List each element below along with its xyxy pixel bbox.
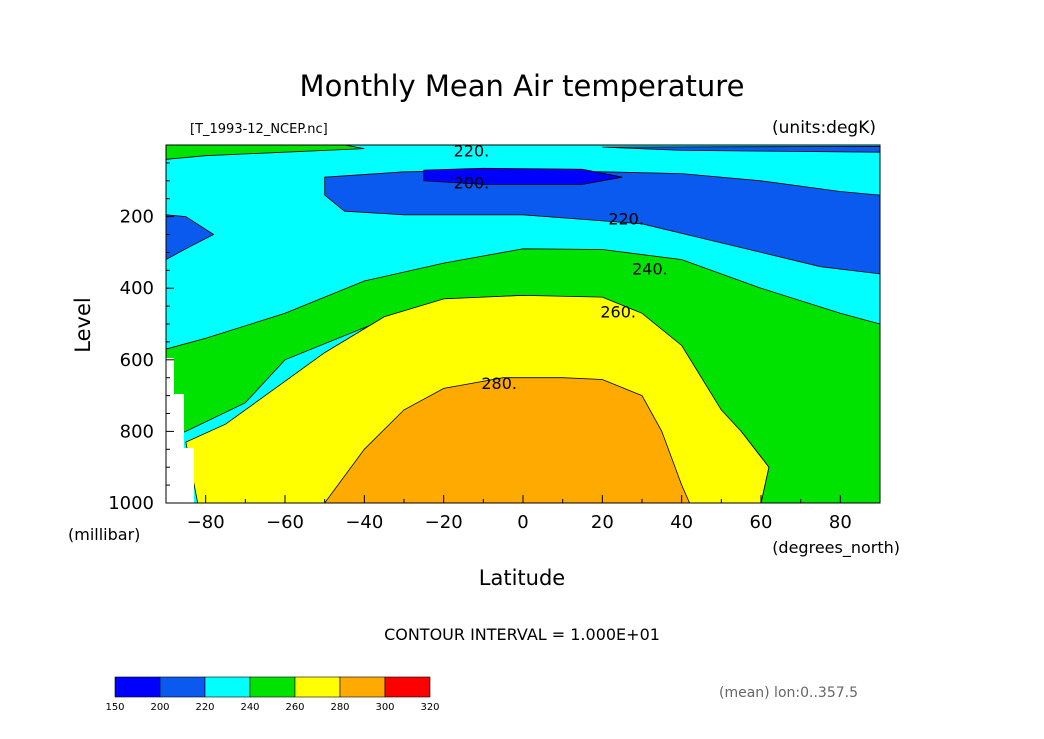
contour-label-3: 240. bbox=[632, 260, 668, 279]
colorbar-swatch bbox=[159, 676, 206, 698]
x-tick-label: 80 bbox=[829, 512, 852, 533]
y-tick-label: 200 bbox=[120, 207, 154, 228]
contour-region-240-260-5 bbox=[166, 145, 365, 160]
colorbar-swatch bbox=[294, 676, 341, 698]
x-tick-label: 20 bbox=[591, 512, 614, 533]
x-tick-label: −60 bbox=[266, 512, 304, 533]
x-tick-label: −40 bbox=[345, 512, 383, 533]
y-tick-label: 800 bbox=[120, 421, 154, 442]
y-tick-label: 1000 bbox=[108, 493, 154, 514]
contour-label-1: 200. bbox=[454, 174, 490, 193]
x-axis-units: (degrees_north) bbox=[772, 538, 900, 558]
colorbar-label: 300 bbox=[375, 702, 394, 713]
colorbar-swatch bbox=[339, 676, 386, 698]
y-tick-label: 600 bbox=[120, 350, 154, 371]
contour-interval-label: CONTOUR INTERVAL = 1.000E+01 bbox=[384, 625, 660, 644]
colorbar-label: 240 bbox=[240, 702, 259, 713]
colorbar-label: 220 bbox=[195, 702, 214, 713]
colorbar-label: 260 bbox=[285, 702, 304, 713]
x-tick-label: 40 bbox=[670, 512, 693, 533]
colorbar-swatch bbox=[114, 676, 161, 698]
x-tick-label: 0 bbox=[517, 512, 528, 533]
contour-region-240-260-4 bbox=[166, 248, 880, 503]
x-axis: −80 −60 −40 −20 0 20 40 60 80 bbox=[165, 495, 881, 533]
colorbar-label: 200 bbox=[150, 702, 169, 713]
y-axis-label: Level bbox=[71, 297, 95, 352]
contour-label-2: 220. bbox=[608, 209, 644, 228]
contour-region-200-220-2 bbox=[602, 145, 880, 153]
colorbar-swatch bbox=[384, 676, 431, 698]
contour-region-150-200-3 bbox=[423, 167, 623, 185]
colorbar-swatch bbox=[249, 676, 296, 698]
units-label: (units:degK) bbox=[772, 118, 876, 138]
y-axis-units: (millibar) bbox=[68, 525, 140, 544]
colorbar-label: 320 bbox=[420, 702, 439, 713]
colorbar-label: 280 bbox=[330, 702, 349, 713]
contour-label-4: 260. bbox=[600, 302, 636, 321]
contour-region-280-300-7 bbox=[324, 377, 691, 503]
contour-regions bbox=[166, 145, 880, 503]
colorbar-swatch bbox=[204, 676, 251, 698]
colorbar: 150 200 220 240 260 280 300 320 bbox=[105, 676, 440, 713]
contour-region-200-220-1 bbox=[166, 214, 215, 261]
x-tick-label: −20 bbox=[425, 512, 463, 533]
chart-title: Monthly Mean Air temperature bbox=[300, 69, 745, 103]
contour-labels: 220. 200. 220. 240. 260. 280. bbox=[454, 141, 668, 393]
colorbar-label: 150 bbox=[105, 702, 124, 713]
mean-longitude-note: (mean) lon:0..357.5 bbox=[719, 685, 858, 701]
x-axis-label: Latitude bbox=[479, 566, 565, 590]
contour-label-5: 280. bbox=[481, 374, 517, 393]
source-file-label: [T_1993-12_NCEP.nc] bbox=[190, 122, 328, 137]
y-axis: 200 400 600 800 1000 bbox=[108, 144, 174, 514]
y-tick-label: 400 bbox=[120, 278, 154, 299]
missing-data-mask bbox=[166, 358, 194, 503]
contour-label-0: 220. bbox=[454, 141, 490, 160]
x-tick-label: −80 bbox=[187, 512, 225, 533]
x-tick-label: 60 bbox=[750, 512, 773, 533]
